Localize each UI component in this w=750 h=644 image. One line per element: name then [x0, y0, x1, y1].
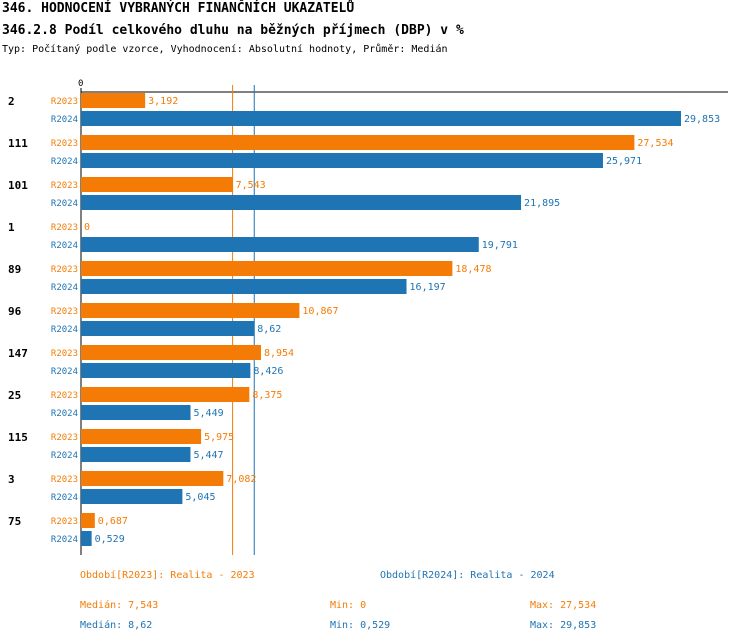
- data-label: 3,192: [148, 96, 178, 107]
- x-tick-label: 0: [78, 79, 83, 89]
- category-label: 2: [8, 95, 15, 108]
- bar-r2024: [81, 405, 191, 420]
- category-label: 75: [8, 515, 21, 528]
- series-label: R2023: [51, 391, 78, 401]
- series-label: R2023: [51, 265, 78, 275]
- bar-r2024: [81, 111, 681, 126]
- category-label: 1: [8, 221, 15, 234]
- series-label: R2024: [51, 493, 78, 503]
- series-label: R2024: [51, 241, 78, 251]
- bar-r2023: [81, 387, 250, 402]
- legend-r2024: Období[R2024]: Realita - 2024: [380, 570, 555, 581]
- category-label: 111: [8, 137, 28, 150]
- data-label: 10,867: [302, 306, 338, 317]
- bar-r2023: [81, 177, 233, 192]
- category-label: 89: [8, 263, 21, 276]
- data-label: 8,426: [253, 366, 283, 377]
- series-label: R2024: [51, 451, 78, 461]
- bar-r2024: [81, 237, 479, 252]
- series-label: R2024: [51, 535, 78, 545]
- category-label: 96: [8, 305, 22, 318]
- median-r2023: Medián: 7,543: [80, 600, 159, 611]
- series-label: R2024: [51, 367, 78, 377]
- series-label: R2024: [51, 409, 78, 419]
- category-label: 3: [8, 473, 15, 486]
- series-label: R2023: [51, 181, 78, 191]
- data-label: 5,449: [194, 408, 224, 419]
- bar-r2023: [81, 261, 453, 276]
- bar-r2023: [81, 93, 146, 108]
- data-label: 25,971: [606, 156, 642, 167]
- data-label: 0: [84, 222, 90, 233]
- report-title: 346. HODNOCENÍ VYBRANÝCH FINANČNÍCH UKAZ…: [2, 1, 355, 16]
- bar-r2024: [81, 321, 255, 336]
- bar-r2023: [81, 135, 635, 150]
- series-label: R2024: [51, 325, 78, 335]
- category-label: 147: [8, 347, 28, 360]
- bar-chart: 0 2 R2023 3,192 R2024 29,853 111 R2023 27,534 R20…: [8, 79, 728, 555]
- bar-r2023: [81, 513, 95, 528]
- data-label: 18,478: [455, 264, 491, 275]
- series-label: R2024: [51, 115, 78, 125]
- data-label: 5,975: [204, 432, 234, 443]
- bar-r2023: [81, 345, 261, 360]
- series-label: R2023: [51, 97, 78, 107]
- bar-r2024: [81, 531, 92, 546]
- data-label: 7,082: [226, 474, 256, 485]
- series-label: R2023: [51, 475, 78, 485]
- data-label: 7,543: [236, 180, 266, 191]
- data-label: 27,534: [637, 138, 673, 149]
- min-r2023: Min: 0: [330, 600, 367, 611]
- data-label: 29,853: [684, 114, 720, 125]
- series-label: R2023: [51, 139, 78, 149]
- bar-r2024: [81, 363, 251, 378]
- data-label: 21,895: [524, 198, 560, 209]
- bar-r2024: [81, 489, 183, 504]
- series-label: R2023: [51, 433, 78, 443]
- bar-r2024: [81, 447, 191, 462]
- data-label: 5,045: [185, 492, 215, 503]
- bar-r2024: [81, 153, 603, 168]
- indicator-title: 346.2.8 Podíl celkového dluhu na běžných…: [2, 23, 464, 38]
- series-label: R2023: [51, 307, 78, 317]
- series-label: R2023: [51, 223, 78, 233]
- data-label: 8,375: [252, 390, 282, 401]
- median-r2024: Medián: 8,62: [80, 620, 153, 631]
- data-label: 0,687: [98, 516, 128, 527]
- category-label: 101: [8, 179, 28, 192]
- min-r2024: Min: 0,529: [330, 620, 391, 631]
- series-label: R2023: [51, 349, 78, 359]
- bar-r2024: [81, 195, 522, 210]
- category-label: 25: [8, 389, 21, 402]
- bar-r2024: [81, 279, 407, 294]
- bar-r2023: [81, 303, 300, 318]
- data-label: 5,447: [193, 450, 223, 461]
- legend-r2023: Období[R2023]: Realita - 2023: [80, 570, 255, 581]
- series-label: R2024: [51, 199, 78, 209]
- data-label: 8,954: [264, 348, 294, 359]
- data-label: 0,529: [95, 534, 125, 545]
- bar-r2023: [81, 471, 224, 486]
- max-r2024: Max: 29,853: [530, 620, 597, 631]
- data-label: 8,62: [257, 324, 281, 335]
- data-label: 16,197: [410, 282, 446, 293]
- bar-r2023: [81, 429, 202, 444]
- data-label: 19,791: [482, 240, 518, 251]
- series-label: R2023: [51, 517, 78, 527]
- indicator-meta: Typ: Počítaný podle vzorce, Vyhodnocení:…: [2, 44, 448, 55]
- series-label: R2024: [51, 157, 78, 167]
- category-label: 115: [8, 431, 28, 444]
- series-label: R2024: [51, 283, 78, 293]
- max-r2023: Max: 27,534: [530, 600, 597, 611]
